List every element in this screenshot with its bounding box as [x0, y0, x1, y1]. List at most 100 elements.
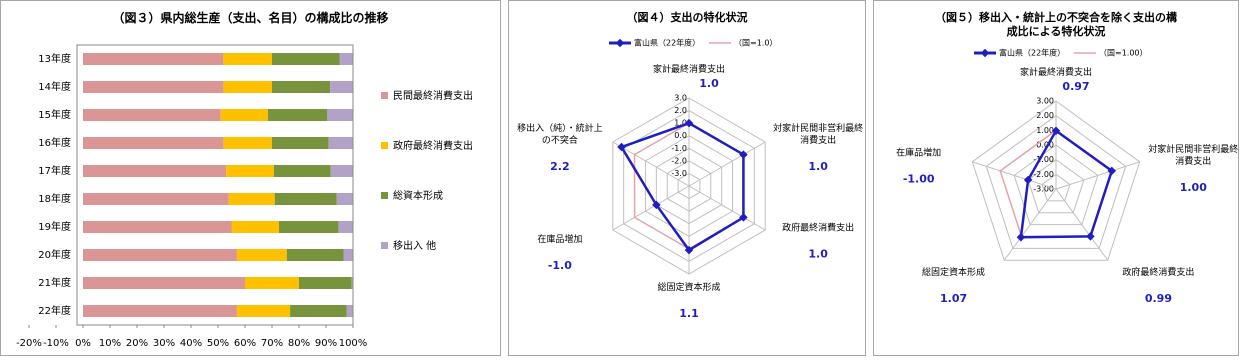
r-tick-label: -3.00 — [1033, 185, 1054, 194]
grid-ring — [971, 100, 1141, 261]
bar-segment — [267, 109, 328, 121]
data-label: 0.99 — [1144, 291, 1172, 305]
y-tick-label: 20年度 — [38, 248, 71, 261]
plot-border — [76, 44, 354, 326]
legend-marker — [615, 38, 625, 48]
legend-label: 富山県（22年度） — [634, 38, 700, 48]
x-tick-label: 70% — [261, 338, 283, 349]
x-tick-label: 80% — [288, 338, 310, 349]
series-line — [1019, 128, 1114, 239]
point — [1023, 175, 1033, 185]
legend-label: （国=1.00） — [1099, 49, 1148, 58]
data-label: 2.2 — [550, 160, 570, 173]
bar-segment — [339, 53, 353, 65]
bar-segment — [83, 137, 224, 149]
data-label: 1.0 — [808, 247, 828, 261]
data-label: 1.07 — [939, 291, 968, 305]
y-tick-label: 21年度 — [38, 276, 71, 289]
panel: 富山県（22年度） （国=1.0） 3.0 2.0 1.0 0.0 -1.0 -2.0 -3.0… — [508, 0, 866, 356]
bar-segment — [272, 137, 329, 149]
r-tick-label: 2.0 — [674, 106, 687, 115]
x-tick-label: 40% — [180, 338, 202, 349]
chart: 富山県（22年度） （国=1.00） 3.00 2.00 1.00 0.00 -1.00 -2… — [971, 48, 1148, 261]
axis-label-group: 総固定資本形成 1.1 — [643, 282, 735, 320]
bar-segment — [83, 277, 245, 289]
legend-swatch — [381, 92, 388, 99]
bar-segment — [236, 305, 291, 317]
bar-segment — [83, 165, 227, 177]
point — [739, 150, 748, 159]
legend-swatch — [381, 142, 388, 149]
bar-segment — [223, 53, 272, 65]
chart: 13年度 14年度 15年度 16年度 17年度 18年度 19年度 20年度 21年度 22年度… — [16, 44, 473, 349]
chart-title: （図４）支出の特化状況 — [626, 11, 748, 24]
legend-label: 総資本形成 — [393, 189, 443, 202]
r-tick-label: 3.0 — [674, 94, 687, 103]
grid-ring — [1041, 173, 1071, 202]
axis-label: 政府最終消費支出 — [782, 223, 855, 234]
x-tick-label: 10% — [99, 338, 121, 349]
panel: 13年度 14年度 15年度 16年度 17年度 18年度 19年度 20年度 21年度 22年度… — [0, 0, 501, 356]
bar-segment — [279, 221, 339, 233]
bar-segment — [228, 193, 275, 205]
grid-ring — [985, 115, 1127, 249]
data-label: 1.0 — [808, 160, 828, 173]
bar-segment — [346, 305, 353, 317]
data-label: -1.0 — [547, 259, 572, 272]
bar-segment — [343, 249, 353, 261]
bar-segment — [83, 305, 237, 317]
legend-swatch — [381, 192, 388, 199]
r-tick-label: -1.0 — [671, 144, 687, 153]
bar-segment — [330, 165, 353, 177]
axis-label: 家計最終消費支出 — [652, 65, 725, 75]
spoke — [972, 161, 1057, 190]
bar-segment — [223, 81, 272, 93]
r-tick-label: 0.0 — [674, 131, 687, 140]
spoke — [612, 185, 690, 231]
bar-segment — [220, 109, 268, 121]
spoke — [688, 141, 766, 187]
bar-segment — [286, 249, 344, 261]
legend-label: 政府最終消費支出 — [393, 139, 473, 152]
bar-segment — [83, 53, 224, 65]
axis-label-group: 総固定資本形成 1.07 — [908, 267, 1000, 305]
axis-label: 総固定資本形成 — [657, 283, 721, 293]
spoke — [1055, 188, 1109, 261]
bar-segment — [273, 165, 331, 177]
x-tick-label: 50% — [207, 338, 229, 349]
bar-segment — [226, 165, 274, 177]
point — [739, 213, 748, 222]
data-label: 1.1 — [679, 307, 699, 320]
data-label: 1.0 — [699, 77, 719, 90]
x-tick-label: -10% — [43, 338, 69, 349]
x-tick-label: 100% — [339, 338, 368, 349]
axis-label-group: 政府最終消費支出 1.0 — [772, 223, 864, 261]
bar-segment — [328, 137, 353, 149]
bar-segment — [274, 193, 337, 205]
axis-label: 家計最終消費支出 — [1019, 68, 1092, 78]
axis-label: 対家計民間非営利最終消費支出 — [773, 124, 864, 146]
x-tick-label: 30% — [153, 338, 175, 349]
y-tick-label: 17年度 — [38, 164, 71, 177]
bar-segment — [231, 221, 280, 233]
bar-segment — [336, 193, 353, 205]
axis-label-group: 対家計民間非営利最終消費支出 1.0 — [772, 123, 864, 173]
legend-swatch — [381, 242, 388, 249]
legend-label: 富山県（22年度） — [999, 48, 1065, 58]
y-tick-label: 13年度 — [38, 52, 71, 65]
axis-label-group: 家計最終消費支出 1.0 — [643, 64, 735, 90]
r-tick-label: -2.0 — [671, 156, 687, 165]
spoke — [688, 185, 766, 231]
bar-segment — [245, 277, 299, 289]
bar-segment — [351, 277, 353, 289]
spoke — [1055, 161, 1140, 190]
legend-label: 移出入 他 — [393, 239, 436, 252]
bar-segment — [83, 193, 229, 205]
axis-label: 対家計民間非営利最終消費支出 — [1148, 145, 1239, 168]
bar-segment — [83, 109, 221, 121]
axis-label: 移出入（純）・統計上の不突合 — [517, 124, 603, 146]
data-label: -1.00 — [902, 172, 935, 186]
axis-label-group: 家計最終消費支出 0.97 — [1010, 67, 1102, 93]
x-tick-label: 20% — [126, 338, 148, 349]
